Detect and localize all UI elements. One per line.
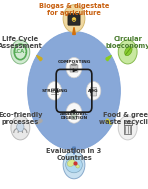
FancyBboxPatch shape	[71, 110, 77, 119]
Polygon shape	[37, 119, 42, 124]
Text: COMPOSTING: COMPOSTING	[57, 60, 91, 64]
Circle shape	[11, 116, 30, 140]
Circle shape	[66, 103, 82, 123]
Polygon shape	[73, 147, 75, 154]
FancyBboxPatch shape	[124, 123, 132, 125]
Circle shape	[86, 81, 101, 100]
FancyBboxPatch shape	[91, 88, 97, 96]
FancyBboxPatch shape	[73, 108, 75, 111]
Text: ANAEROBIC
DIGESTION: ANAEROBIC DIGESTION	[60, 112, 88, 120]
FancyBboxPatch shape	[68, 14, 80, 25]
Text: Evaluation in 3
Countries: Evaluation in 3 Countries	[46, 148, 102, 161]
Ellipse shape	[125, 46, 132, 56]
Circle shape	[11, 40, 30, 64]
Ellipse shape	[66, 157, 82, 173]
Polygon shape	[73, 27, 75, 34]
FancyBboxPatch shape	[126, 122, 130, 123]
Polygon shape	[37, 55, 42, 61]
Circle shape	[66, 57, 82, 78]
Text: ADG: ADG	[88, 89, 99, 93]
Text: Eco-friendly
processes: Eco-friendly processes	[0, 112, 43, 125]
Circle shape	[47, 81, 62, 100]
Text: Food & green
waste recycling: Food & green waste recycling	[99, 112, 148, 125]
Polygon shape	[106, 119, 111, 124]
FancyBboxPatch shape	[70, 65, 78, 72]
Circle shape	[63, 5, 85, 33]
Ellipse shape	[76, 165, 79, 168]
Circle shape	[63, 151, 85, 179]
Ellipse shape	[72, 17, 76, 22]
Polygon shape	[106, 55, 111, 61]
Circle shape	[17, 122, 24, 132]
Ellipse shape	[67, 160, 75, 167]
Text: LCA.: LCA.	[14, 49, 27, 54]
Text: STRIPPING: STRIPPING	[41, 89, 68, 93]
Circle shape	[28, 32, 120, 150]
FancyBboxPatch shape	[124, 125, 131, 134]
Text: Biogas & digestate
for agriculture: Biogas & digestate for agriculture	[39, 3, 109, 16]
Text: Life Cycle
Assessment: Life Cycle Assessment	[0, 36, 43, 49]
Text: Circular
bioeconomy: Circular bioeconomy	[105, 36, 148, 49]
FancyArrow shape	[71, 63, 77, 65]
Circle shape	[118, 40, 137, 64]
Circle shape	[118, 116, 137, 140]
